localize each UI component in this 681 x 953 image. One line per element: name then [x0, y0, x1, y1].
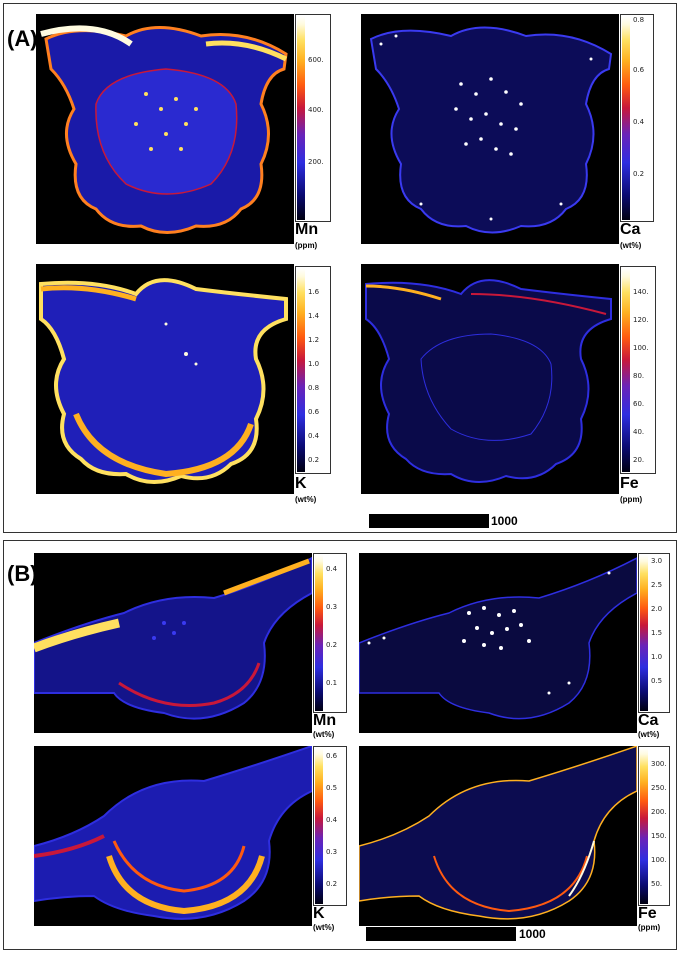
fe-element-label-a: Fe: [620, 475, 639, 492]
colorbar-tick: 2.0: [651, 605, 663, 613]
mn-element-label-b: Mn: [313, 712, 337, 729]
k-map-b-image: [34, 746, 312, 920]
ca-unit-label-b: (wt%): [638, 730, 660, 739]
colorbar-tick: 0.1: [326, 679, 338, 687]
colorbar-tick: 60.: [633, 400, 645, 408]
ca-map-a-image: [369, 26, 613, 234]
ca-map-b-image: [359, 557, 637, 720]
ca-element-label-b: Ca: [638, 712, 659, 729]
k-unit-label-b: (wt%): [313, 923, 335, 932]
fe-map-a: [361, 264, 619, 494]
fe-colorbar-b: 300. 250. 200. 150. 100. 50.: [638, 746, 670, 906]
colorbar-tick: 40.: [633, 428, 645, 436]
colorbar-gradient: [622, 268, 630, 472]
ca-colorbar-a: 0.8 0.6 0.4 0.2: [620, 14, 654, 222]
k-map-b: [34, 746, 312, 926]
colorbar-tick: 80.: [633, 372, 645, 380]
colorbar-tick: 0.5: [651, 677, 663, 685]
colorbar-tick: 1.0: [651, 653, 663, 661]
panel-a: (A) 600. 400. 200. Mn (ppm): [3, 3, 677, 533]
mn-map-b-image: [34, 556, 312, 720]
mn-map-a: [36, 14, 294, 244]
ca-colorbar-b: 3.0 2.5 2.0 1.5 1.0 0.5: [638, 553, 670, 713]
colorbar-gradient: [297, 16, 305, 220]
fe-map-a-image: [365, 279, 612, 483]
colorbar-gradient: [315, 555, 323, 711]
colorbar-tick: 0.2: [326, 641, 338, 649]
mn-map-b: [34, 553, 312, 733]
mn-element-label-a: Mn: [295, 221, 319, 238]
colorbar-tick: 0.4: [326, 565, 338, 573]
colorbar-tick: 200.: [651, 808, 667, 816]
colorbar-tick: 0.6: [326, 752, 338, 760]
k-colorbar-b: 0.6 0.5 0.4 0.3 0.2: [313, 746, 347, 906]
colorbar-tick: 50.: [651, 880, 663, 888]
colorbar-tick: 0.4: [308, 432, 320, 440]
colorbar-tick: 0.4: [326, 816, 338, 824]
fe-map-b-image: [359, 746, 637, 920]
colorbar-tick: 0.2: [308, 456, 320, 464]
k-colorbar-a: 1.6 1.4 1.2 1.0 0.8 0.6 0.4 0.2: [295, 266, 331, 474]
colorbar-tick: 0.8: [308, 384, 320, 392]
colorbar-tick: 200.: [308, 158, 324, 166]
colorbar-tick: 0.3: [326, 848, 338, 856]
fe-unit-label-a: (ppm): [620, 495, 643, 504]
mn-colorbar-b: 0.4 0.3 0.2 0.1: [313, 553, 347, 713]
colorbar-tick: 0.2: [326, 880, 338, 888]
ca-map-b: [359, 553, 637, 733]
colorbar-tick: 0.2: [633, 170, 645, 178]
k-map-a: [36, 264, 294, 494]
colorbar-tick: 2.5: [651, 581, 663, 589]
colorbar-gradient: [297, 268, 305, 472]
fe-element-label-b: Fe: [638, 905, 657, 922]
colorbar-tick: 0.5: [326, 784, 338, 792]
colorbar-tick: 1.6: [308, 288, 320, 296]
panel-a-label: (A): [7, 26, 38, 51]
scale-bar-label-b: 1000: [519, 927, 546, 941]
ca-unit-label-a: (wt%): [620, 241, 642, 250]
colorbar-tick: 0.3: [326, 603, 338, 611]
colorbar-tick: 100.: [651, 856, 667, 864]
colorbar-tick: 250.: [651, 784, 667, 792]
colorbar-tick: 0.6: [308, 408, 320, 416]
colorbar-gradient: [315, 748, 323, 904]
colorbar-tick: 3.0: [651, 557, 663, 565]
colorbar-tick: 120.: [633, 316, 649, 324]
colorbar-gradient: [640, 748, 648, 904]
colorbar-tick: 600.: [308, 56, 324, 64]
fe-colorbar-a: 140. 120. 100. 80. 60. 40. 20.: [620, 266, 656, 474]
colorbar-tick: 20.: [633, 456, 645, 464]
colorbar-gradient: [622, 16, 630, 220]
mn-map-a-image: [40, 25, 288, 234]
mn-unit-label-a: (ppm): [295, 241, 318, 250]
colorbar-tick: 400.: [308, 106, 324, 114]
colorbar-tick: 140.: [633, 288, 649, 296]
ca-element-label-a: Ca: [620, 221, 641, 238]
k-unit-label-a: (wt%): [295, 495, 317, 504]
colorbar-tick: 1.2: [308, 336, 320, 344]
panel-b: (B) 0.4 0.3 0.2 0.1 Mn (wt%): [3, 540, 677, 950]
k-map-a-image: [39, 278, 288, 484]
ca-map-a: [361, 14, 619, 244]
colorbar-gradient: [640, 555, 648, 711]
colorbar-tick: 300.: [651, 760, 667, 768]
k-element-label-b: K: [313, 905, 325, 922]
colorbar-tick: 150.: [651, 832, 667, 840]
scale-bar-label-a: 1000: [491, 514, 518, 528]
colorbar-tick: 1.5: [651, 629, 663, 637]
colorbar-tick: 1.4: [308, 312, 320, 320]
colorbar-tick: 0.6: [633, 66, 645, 74]
scale-bar-a: [369, 514, 489, 528]
k-element-label-a: K: [295, 475, 307, 492]
colorbar-tick: 1.0: [308, 360, 320, 368]
fe-map-b: [359, 746, 637, 926]
scale-bar-b: [366, 927, 516, 941]
colorbar-tick: 0.4: [633, 118, 645, 126]
mn-unit-label-b: (wt%): [313, 730, 335, 739]
fe-unit-label-b: (ppm): [638, 923, 661, 932]
colorbar-tick: 100.: [633, 344, 649, 352]
colorbar-tick: 0.8: [633, 16, 645, 24]
panel-b-label: (B): [7, 561, 38, 586]
mn-colorbar-a: 600. 400. 200.: [295, 14, 331, 222]
